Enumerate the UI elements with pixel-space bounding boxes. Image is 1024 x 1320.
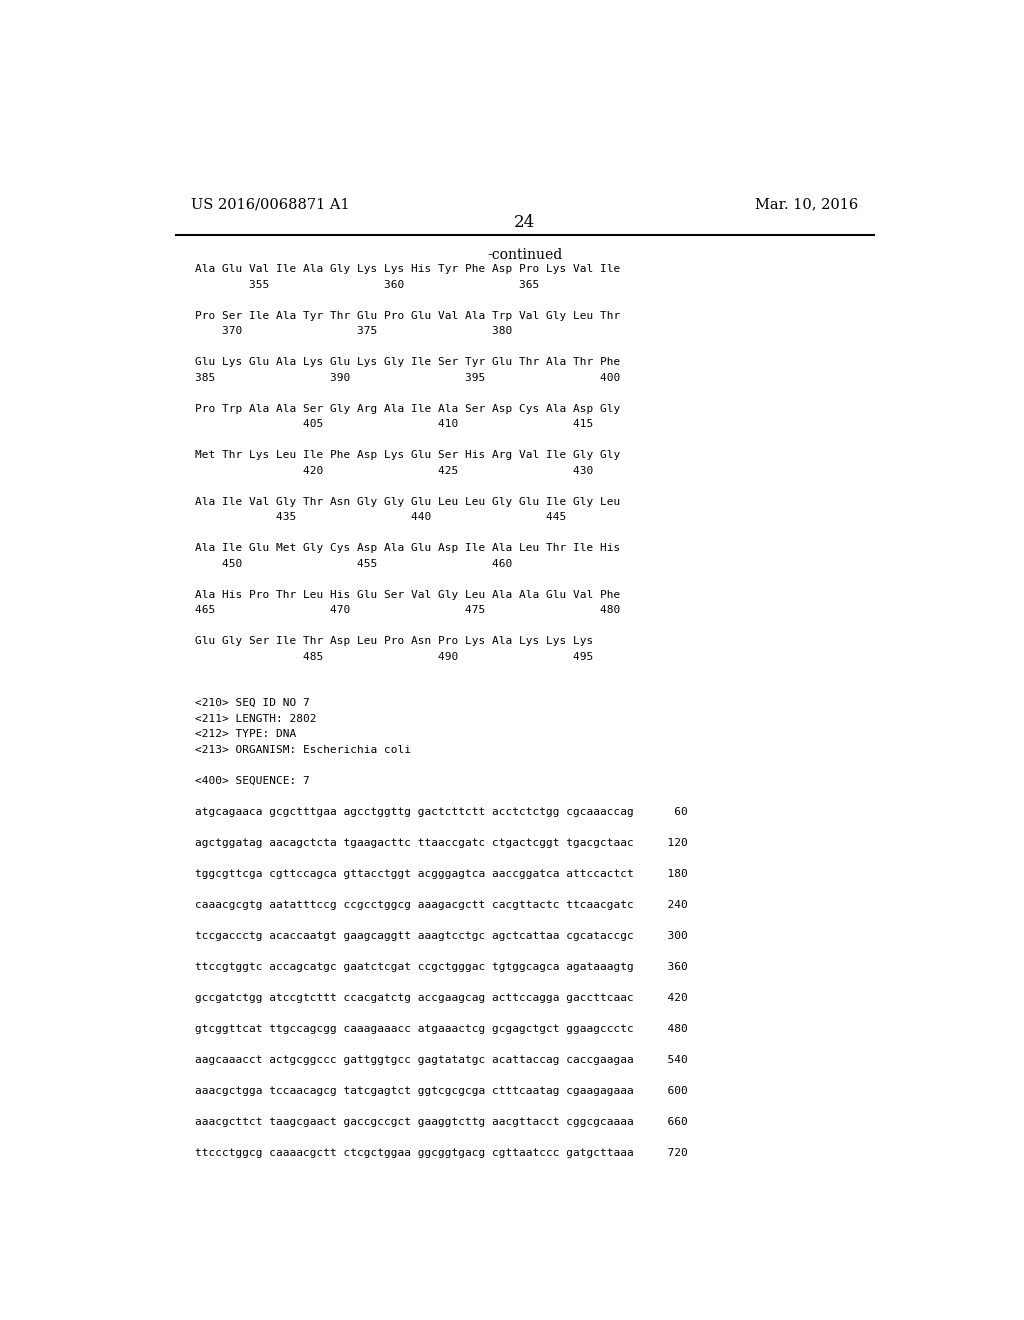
Text: tggcgttcga cgttccagca gttacctggt acgggagtca aaccggatca attccactct     180: tggcgttcga cgttccagca gttacctggt acgggag… <box>196 869 688 879</box>
Text: Mar. 10, 2016: Mar. 10, 2016 <box>755 197 858 211</box>
Text: US 2016/0068871 A1: US 2016/0068871 A1 <box>191 197 350 211</box>
Text: aaacgcttct taagcgaact gaccgccgct gaaggtcttg aacgttacct cggcgcaaaa     660: aaacgcttct taagcgaact gaccgccgct gaaggtc… <box>196 1117 688 1126</box>
Text: <210> SEQ ID NO 7: <210> SEQ ID NO 7 <box>196 698 310 708</box>
Text: Glu Gly Ser Ile Thr Asp Leu Pro Asn Pro Lys Ala Lys Lys Lys: Glu Gly Ser Ile Thr Asp Leu Pro Asn Pro … <box>196 636 594 645</box>
Text: agctggatag aacagctcta tgaagacttc ttaaccgatc ctgactcggt tgacgctaac     120: agctggatag aacagctcta tgaagacttc ttaaccg… <box>196 838 688 847</box>
Text: Ala Ile Val Gly Thr Asn Gly Gly Glu Leu Leu Gly Glu Ile Gly Leu: Ala Ile Val Gly Thr Asn Gly Gly Glu Leu … <box>196 496 621 507</box>
Text: <211> LENGTH: 2802: <211> LENGTH: 2802 <box>196 714 317 723</box>
Text: Glu Lys Glu Ala Lys Glu Lys Gly Ile Ser Tyr Glu Thr Ala Thr Phe: Glu Lys Glu Ala Lys Glu Lys Gly Ile Ser … <box>196 358 621 367</box>
Text: 355                 360                 365: 355 360 365 <box>196 280 540 289</box>
Text: caaacgcgtg aatatttccg ccgcctggcg aaagacgctt cacgttactc ttcaacgatc     240: caaacgcgtg aatatttccg ccgcctggcg aaagacg… <box>196 900 688 909</box>
Text: aaacgctgga tccaacagcg tatcgagtct ggtcgcgcga ctttcaatag cgaagagaaa     600: aaacgctgga tccaacagcg tatcgagtct ggtcgcg… <box>196 1085 688 1096</box>
Text: Ala His Pro Thr Leu His Glu Ser Val Gly Leu Ala Ala Glu Val Phe: Ala His Pro Thr Leu His Glu Ser Val Gly … <box>196 590 621 599</box>
Text: 435                 440                 445: 435 440 445 <box>196 512 566 523</box>
Text: ttccctggcg caaaacgctt ctcgctggaa ggcggtgacg cgttaatccc gatgcttaaa     720: ttccctggcg caaaacgctt ctcgctggaa ggcggtg… <box>196 1147 688 1158</box>
Text: ttccgtggtc accagcatgc gaatctcgat ccgctgggac tgtggcagca agataaagtg     360: ttccgtggtc accagcatgc gaatctcgat ccgctgg… <box>196 961 688 972</box>
Text: 420                 425                 430: 420 425 430 <box>196 466 594 475</box>
Text: 24: 24 <box>514 214 536 231</box>
Text: <400> SEQUENCE: 7: <400> SEQUENCE: 7 <box>196 776 310 785</box>
Text: tccgaccctg acaccaatgt gaagcaggtt aaagtcctgc agctcattaa cgcataccgc     300: tccgaccctg acaccaatgt gaagcaggtt aaagtcc… <box>196 931 688 941</box>
Text: gccgatctgg atccgtcttt ccacgatctg accgaagcag acttccagga gaccttcaac     420: gccgatctgg atccgtcttt ccacgatctg accgaag… <box>196 993 688 1003</box>
Text: Ala Glu Val Ile Ala Gly Lys Lys His Tyr Phe Asp Pro Lys Val Ile: Ala Glu Val Ile Ala Gly Lys Lys His Tyr … <box>196 264 621 275</box>
Text: <213> ORGANISM: Escherichia coli: <213> ORGANISM: Escherichia coli <box>196 744 412 755</box>
Text: Pro Trp Ala Ala Ser Gly Arg Ala Ile Ala Ser Asp Cys Ala Asp Gly: Pro Trp Ala Ala Ser Gly Arg Ala Ile Ala … <box>196 404 621 413</box>
Text: -continued: -continued <box>487 248 562 261</box>
Text: Met Thr Lys Leu Ile Phe Asp Lys Glu Ser His Arg Val Ile Gly Gly: Met Thr Lys Leu Ile Phe Asp Lys Glu Ser … <box>196 450 621 461</box>
Text: 465                 470                 475                 480: 465 470 475 480 <box>196 605 621 615</box>
Text: Pro Ser Ile Ala Tyr Thr Glu Pro Glu Val Ala Trp Val Gly Leu Thr: Pro Ser Ile Ala Tyr Thr Glu Pro Glu Val … <box>196 310 621 321</box>
Text: 485                 490                 495: 485 490 495 <box>196 652 594 661</box>
Text: 450                 455                 460: 450 455 460 <box>196 558 513 569</box>
Text: 370                 375                 380: 370 375 380 <box>196 326 513 337</box>
Text: 385                 390                 395                 400: 385 390 395 400 <box>196 372 621 383</box>
Text: 405                 410                 415: 405 410 415 <box>196 420 594 429</box>
Text: gtcggttcat ttgccagcgg caaagaaacc atgaaactcg gcgagctgct ggaagccctc     480: gtcggttcat ttgccagcgg caaagaaacc atgaaac… <box>196 1023 688 1034</box>
Text: atgcagaaca gcgctttgaa agcctggttg gactcttctt acctctctgg cgcaaaccag      60: atgcagaaca gcgctttgaa agcctggttg gactctt… <box>196 807 688 817</box>
Text: <212> TYPE: DNA: <212> TYPE: DNA <box>196 729 297 739</box>
Text: Ala Ile Glu Met Gly Cys Asp Ala Glu Asp Ile Ala Leu Thr Ile His: Ala Ile Glu Met Gly Cys Asp Ala Glu Asp … <box>196 543 621 553</box>
Text: aagcaaacct actgcggccc gattggtgcc gagtatatgc acattaccag caccgaagaa     540: aagcaaacct actgcggccc gattggtgcc gagtata… <box>196 1055 688 1065</box>
